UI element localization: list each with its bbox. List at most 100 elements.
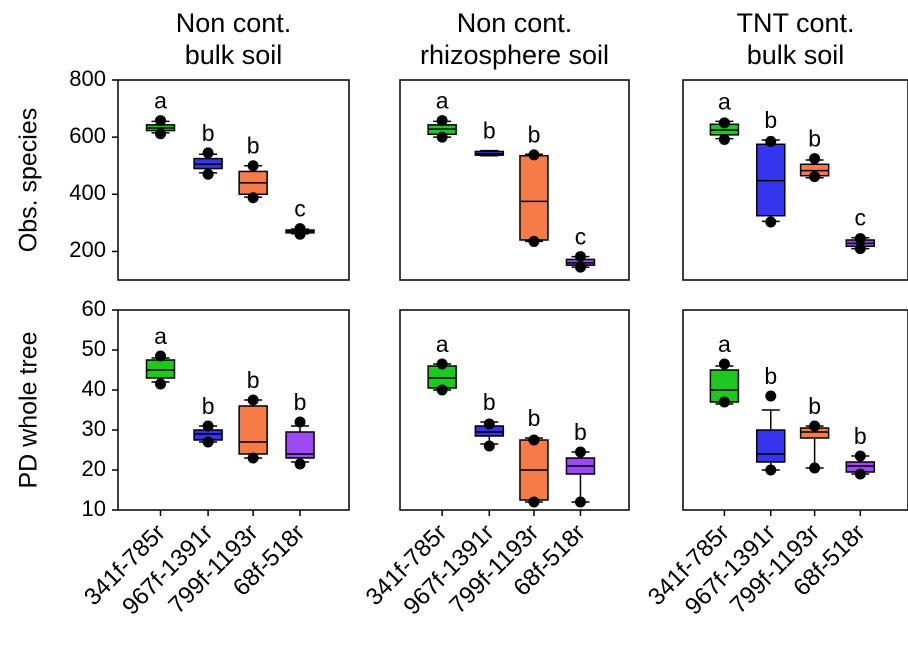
- outlier-point: [436, 358, 448, 370]
- outlier-point: [247, 160, 259, 172]
- box-341f-785r: [145, 115, 176, 140]
- outlier-point: [436, 384, 448, 396]
- significance-letter: b: [202, 393, 215, 419]
- box-341f-785r: [709, 117, 740, 145]
- box-799f-1193r: [519, 434, 549, 508]
- y-tick-label: 400: [69, 180, 106, 205]
- significance-letter: b: [483, 389, 496, 415]
- y-tick-label: 60: [82, 296, 106, 321]
- box-799f-1193r: [238, 160, 268, 204]
- box-799f-1193r: [238, 394, 268, 464]
- significance-letter: b: [247, 367, 260, 393]
- outlier-point: [483, 418, 495, 430]
- column-title-line2: bulk soil: [185, 40, 283, 70]
- significance-letter: c: [855, 205, 867, 231]
- significance-letter: a: [154, 323, 167, 349]
- panel-frame: [399, 309, 630, 511]
- outlier-point: [202, 420, 214, 432]
- box-967f-1391r: [193, 420, 223, 448]
- significance-letter: b: [764, 363, 777, 389]
- significance-letter: b: [202, 120, 215, 146]
- outlier-point: [718, 358, 730, 370]
- box-68f-518r: [845, 450, 876, 480]
- y-axis-label: PD whole tree: [15, 331, 43, 488]
- significance-letter: b: [808, 126, 821, 152]
- box-341f-785r: [427, 115, 457, 143]
- outlier-point: [294, 458, 306, 470]
- outlier-point: [718, 133, 730, 145]
- box-iqr: [238, 405, 268, 455]
- outlier-point: [718, 396, 730, 408]
- y-tick-label: 40: [82, 376, 106, 401]
- outlier-point: [202, 147, 214, 159]
- panel-frame: [117, 309, 350, 511]
- outlier-point: [294, 223, 306, 235]
- outlier-point: [528, 496, 540, 508]
- significance-letter: b: [854, 423, 867, 449]
- box-799f-1193r: [799, 420, 830, 474]
- box-799f-1193r: [799, 153, 830, 183]
- outlier-point: [765, 464, 777, 476]
- outlier-point: [155, 115, 167, 127]
- box-341f-785r: [709, 358, 740, 408]
- outlier-point: [765, 135, 777, 147]
- y-tick-label: 20: [82, 456, 106, 481]
- outlier-point: [574, 496, 586, 508]
- box-967f-1391r: [756, 390, 786, 476]
- y-tick-label: 10: [82, 496, 106, 521]
- outlier-point: [155, 128, 167, 140]
- significance-letter: a: [436, 88, 449, 114]
- outlier-point: [528, 434, 540, 446]
- significance-letter: b: [808, 393, 821, 419]
- column-title-line2: bulk soil: [747, 40, 845, 70]
- outlier-point: [809, 420, 821, 432]
- box-68f-518r: [565, 446, 596, 508]
- outlier-point: [202, 436, 214, 448]
- significance-letter: a: [718, 331, 731, 357]
- significance-letter: b: [764, 107, 777, 133]
- box-68f-518r: [285, 416, 315, 470]
- outlier-point: [854, 468, 866, 480]
- box-341f-785r: [145, 350, 176, 390]
- box-799f-1193r: [519, 149, 549, 247]
- box-iqr: [756, 429, 786, 463]
- outlier-point: [528, 149, 540, 161]
- column-title-line1: TNT cont.: [736, 8, 854, 38]
- significance-letter: b: [247, 133, 260, 159]
- panel-frame: [682, 79, 908, 281]
- significance-letter: c: [575, 224, 587, 250]
- significance-letter: a: [436, 331, 449, 357]
- significance-letter: c: [294, 196, 306, 222]
- column-title-line1: Non cont.: [457, 8, 573, 38]
- outlier-point: [528, 235, 540, 247]
- y-tick-label: 50: [82, 336, 106, 361]
- outlier-point: [247, 192, 259, 204]
- outlier-point: [247, 452, 259, 464]
- outlier-point: [436, 115, 448, 127]
- outlier-point: [483, 440, 495, 452]
- box-967f-1391r: [474, 149, 505, 157]
- outlier-point: [854, 243, 866, 255]
- outlier-point: [809, 462, 821, 474]
- box-iqr: [519, 154, 549, 241]
- outlier-point: [155, 378, 167, 390]
- y-tick-label: 800: [69, 66, 106, 91]
- outlier-point: [854, 233, 866, 245]
- panel-frame: [117, 79, 350, 281]
- column-title-line1: Non cont.: [176, 8, 292, 38]
- outlier-point: [436, 131, 448, 143]
- significance-letter: b: [528, 405, 541, 431]
- significance-letter: b: [528, 121, 541, 147]
- significance-letter: b: [294, 389, 307, 415]
- outlier-point: [294, 416, 306, 428]
- outlier-point: [765, 216, 777, 228]
- outlier-point: [155, 350, 167, 362]
- panel-frame: [682, 309, 908, 511]
- box-967f-1391r: [474, 418, 505, 452]
- significance-letter: a: [154, 88, 167, 114]
- box-68f-518r: [845, 233, 876, 255]
- box-68f-518r: [565, 251, 596, 273]
- box-967f-1391r: [756, 135, 786, 228]
- outlier-point: [809, 171, 821, 183]
